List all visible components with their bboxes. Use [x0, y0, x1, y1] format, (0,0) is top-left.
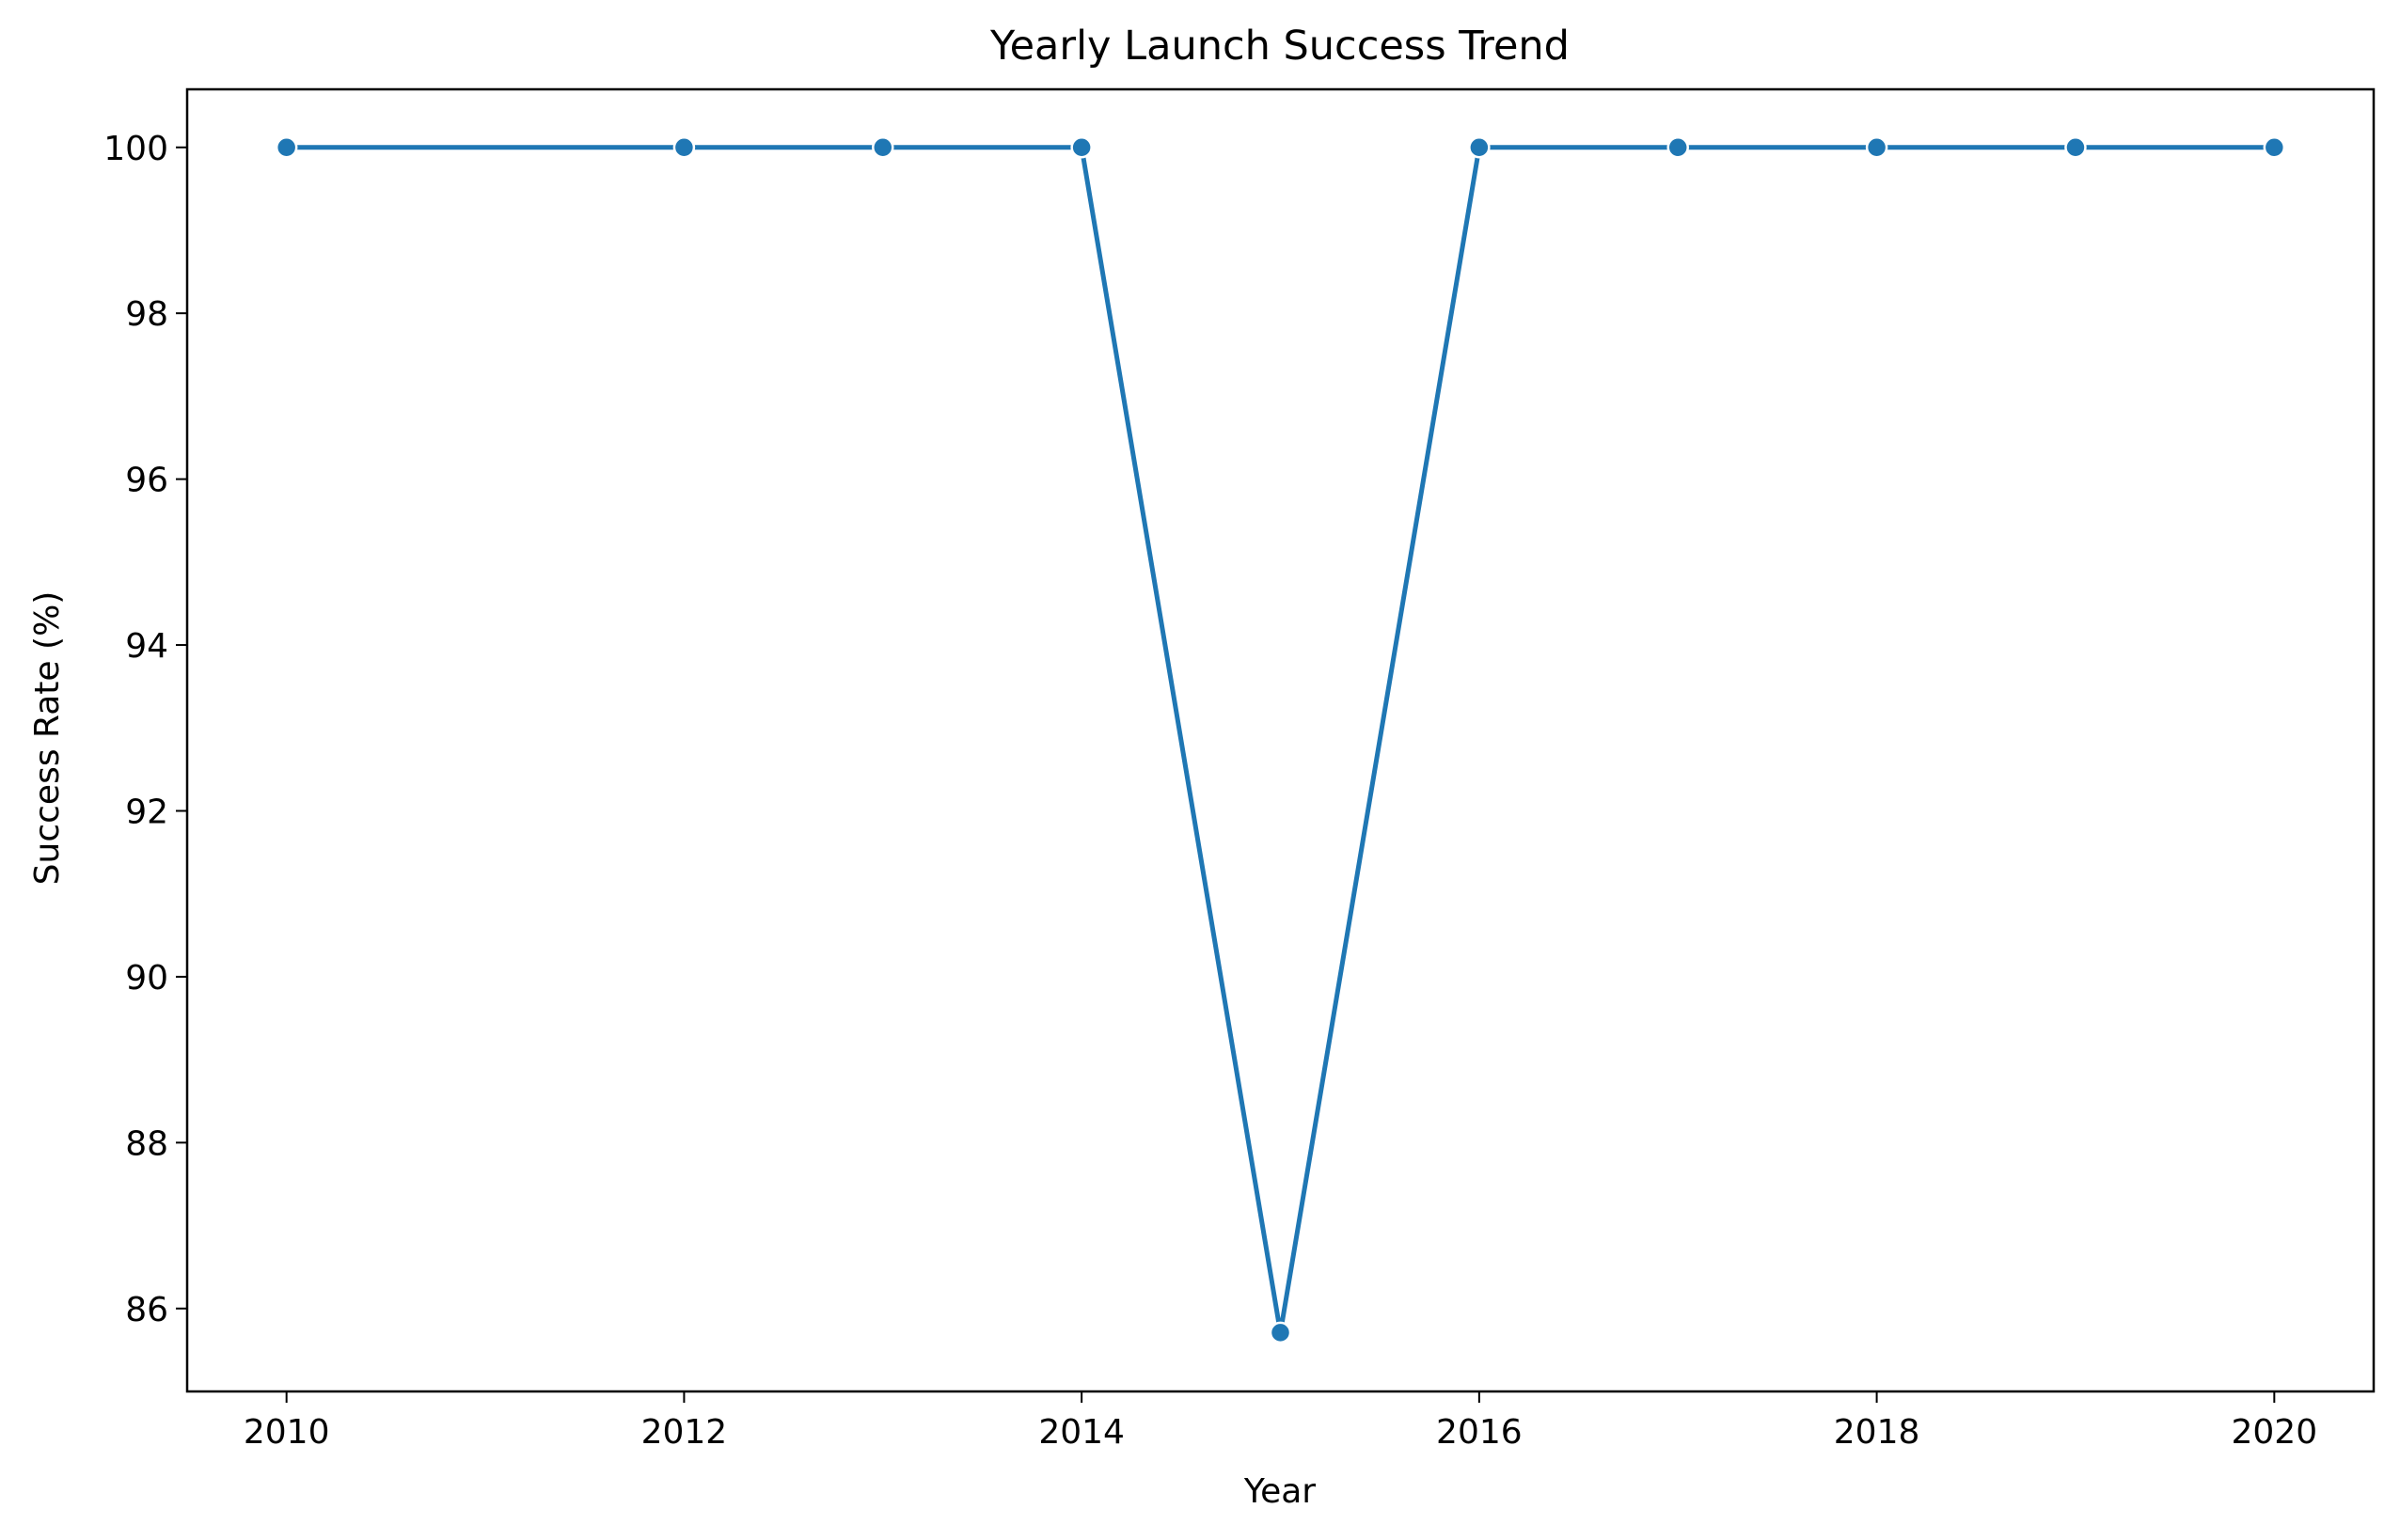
data-point [2263, 136, 2286, 159]
data-point [672, 136, 696, 159]
plot-area: 2010 2012 2014 2016 2018 2020 86 88 90 92 94 96 98 10… [103, 87, 2376, 1452]
x-tick-label: 2018 [1834, 1413, 1920, 1452]
x-tick-label: 2010 [244, 1413, 330, 1452]
y-tick-label: 86 [125, 1291, 168, 1329]
data-point [2064, 136, 2087, 159]
y-tick-label: 94 [125, 627, 168, 666]
y-tick-label: 96 [125, 462, 168, 500]
chart-title: Yearly Launch Success Trend [989, 23, 1570, 70]
data-point [275, 136, 298, 159]
axes-frame [185, 87, 2376, 1393]
x-tick-label: 2020 [2232, 1413, 2318, 1452]
y-axis-title: Success Rate (%) [28, 591, 67, 886]
data-point [1269, 1321, 1292, 1344]
data-point [1468, 136, 1491, 159]
x-tick-label: 2012 [641, 1413, 728, 1452]
data-point [1666, 136, 1689, 159]
y-tick-label: 88 [125, 1124, 168, 1163]
data-point [1070, 136, 1093, 159]
y-tick-label: 92 [125, 793, 168, 831]
data-point [1865, 136, 1888, 159]
y-tick-label: 98 [125, 295, 168, 334]
x-tick-label: 2016 [1436, 1413, 1523, 1452]
x-axis-title: Year [1243, 1472, 1316, 1511]
y-tick-label: 90 [125, 959, 168, 998]
x-tick-label: 2014 [1038, 1413, 1125, 1452]
series-line [284, 145, 2277, 1335]
y-tick-label: 100 [103, 130, 168, 168]
data-point [872, 136, 894, 159]
